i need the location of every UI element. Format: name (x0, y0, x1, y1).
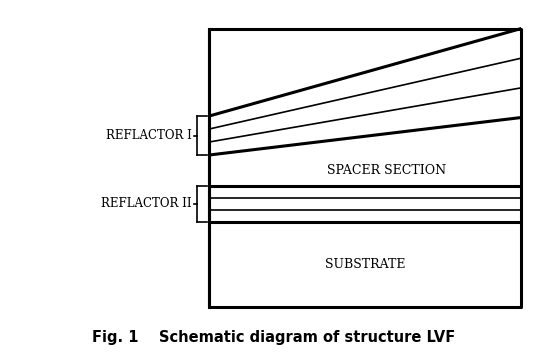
Text: REFLACTOR II: REFLACTOR II (101, 197, 191, 210)
Text: REFLACTOR I: REFLACTOR I (106, 129, 191, 142)
Text: Fig. 1    Schematic diagram of structure LVF: Fig. 1 Schematic diagram of structure LV… (92, 330, 455, 345)
Text: SPACER SECTION: SPACER SECTION (327, 164, 446, 177)
Text: SUBSTRATE: SUBSTRATE (325, 258, 405, 271)
